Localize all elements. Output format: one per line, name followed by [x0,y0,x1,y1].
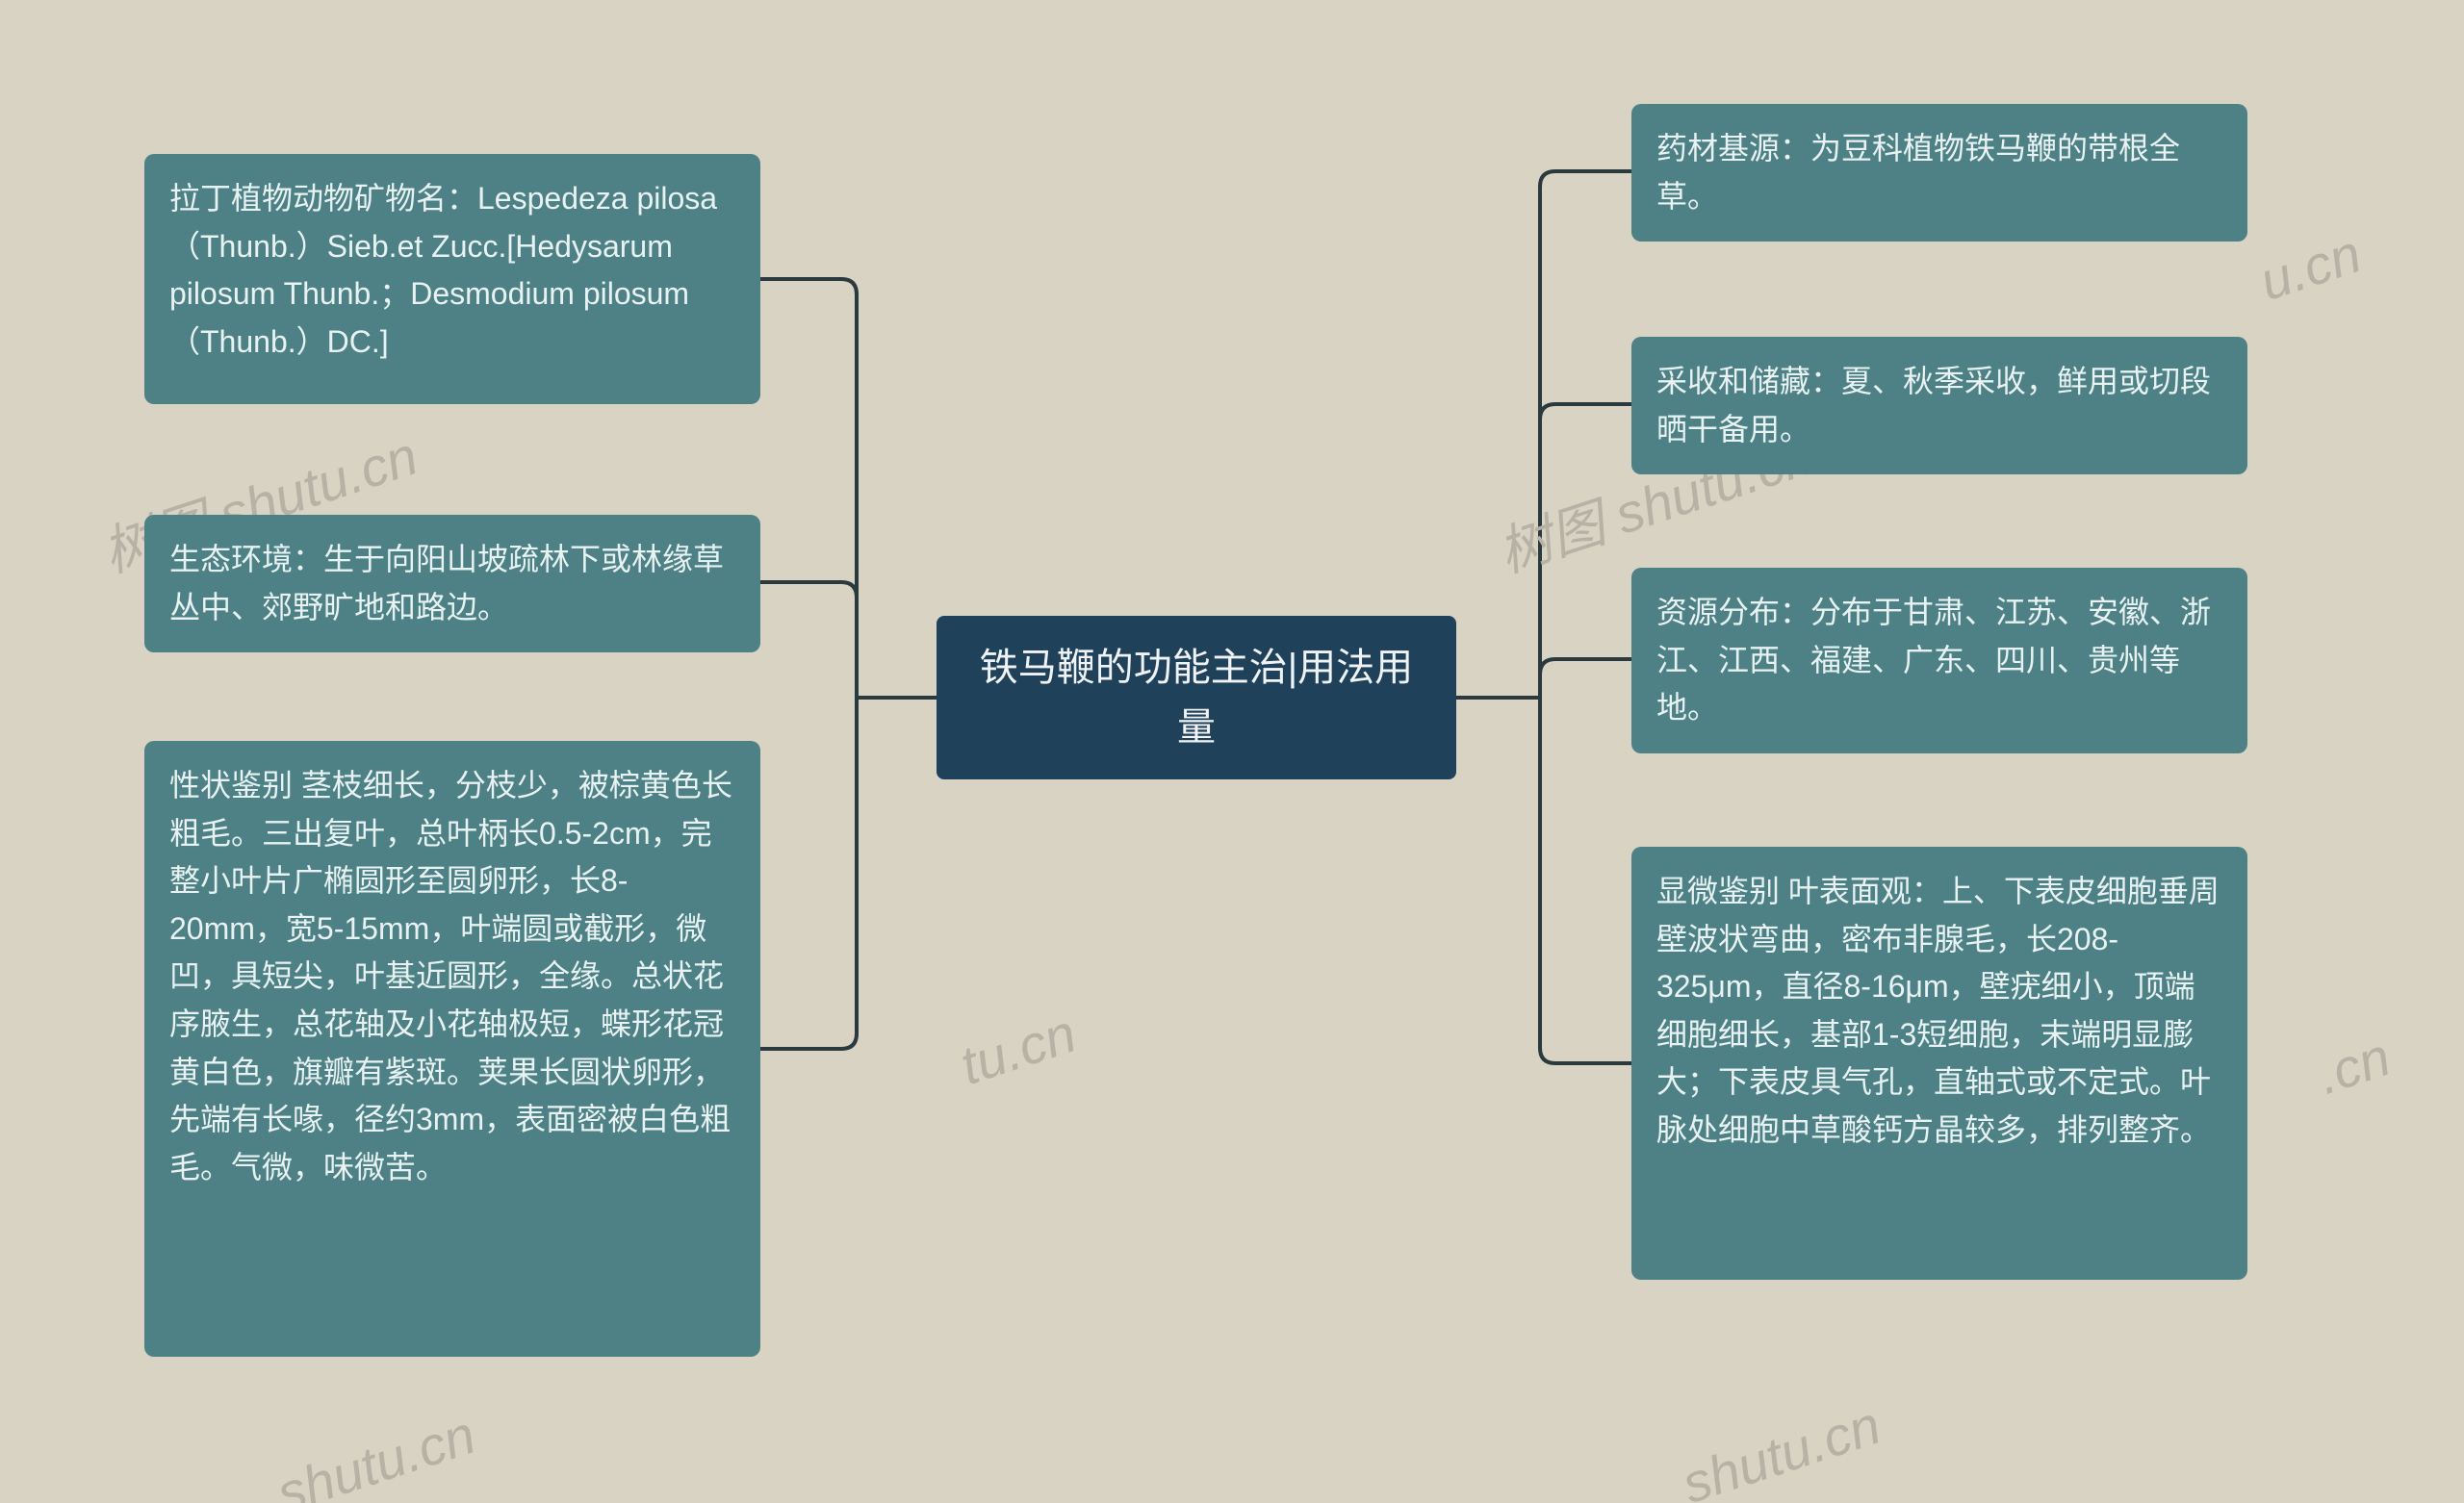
right-node-1[interactable]: 采收和储藏：夏、秋季采收，鲜用或切段晒干备用。 [1631,337,2247,474]
left-node-2[interactable]: 性状鉴别 茎枝细长，分枝少，被棕黄色长粗毛。三出复叶，总叶柄长0.5-2cm，完… [144,741,760,1357]
left-node-0[interactable]: 拉丁植物动物矿物名：Lespedeza pilosa（Thunb.）Sieb.e… [144,154,760,404]
watermark: shutu.cn [270,1403,482,1503]
watermark: u.cn [2252,221,2369,313]
center-node[interactable]: 铁马鞭的功能主治|用法用量 [937,616,1456,779]
watermark: .cn [2310,1025,2398,1107]
mindmap-canvas: 树图 shutu.cnshutu.cntu.cn树图 shutu.cnshutu… [0,0,2464,1503]
right-node-0[interactable]: 药材基源：为豆科植物铁马鞭的带根全草。 [1631,104,2247,242]
watermark: shutu.cn [1675,1393,1887,1503]
right-node-3[interactable]: 显微鉴别 叶表面观：上、下表皮细胞垂周壁波状弯曲，密布非腺毛，长208-325μ… [1631,847,2247,1280]
watermark: tu.cn [953,1002,1084,1097]
right-node-2[interactable]: 资源分布：分布于甘肃、江苏、安徽、浙江、江西、福建、广东、四川、贵州等地。 [1631,568,2247,753]
left-node-1[interactable]: 生态环境：生于向阳山坡疏林下或林缘草丛中、郊野旷地和路边。 [144,515,760,652]
